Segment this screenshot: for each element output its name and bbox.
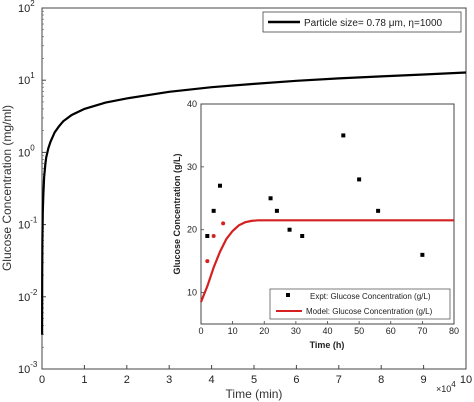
inset-x-ticks: 0 10 20 30 40 50 60 70 80 (198, 321, 459, 336)
main-y-tick-label: 10-1 (18, 216, 38, 232)
x-multiplier-base: ×10 (436, 384, 451, 394)
main-y-tick-exponent: 1 (30, 71, 35, 80)
inset-x-tick-label: 50 (354, 326, 364, 336)
main-y-tick-label: 10-3 (18, 360, 38, 376)
inset-y-ticks: 10 20 30 40 (187, 99, 204, 298)
main-y-tick-exponent: -3 (30, 360, 38, 369)
main-x-tick-label: 9 (421, 374, 427, 386)
main-x-tick-label: 7 (336, 374, 342, 386)
main-series-line (41, 71, 467, 335)
inset-expt-point (287, 227, 292, 232)
main-series (41, 71, 467, 335)
main-y-tick-exponent: -1 (30, 216, 38, 225)
main-x-axis-label: Time (min) (226, 387, 283, 401)
main-y-tick-label: 10-2 (18, 288, 38, 304)
inset-expt-point (274, 208, 279, 213)
main-y-tick-base: 10 (18, 364, 30, 376)
main-x-tick-label: 4 (209, 374, 215, 386)
main-y-tick-base: 10 (18, 147, 30, 159)
x-multiplier: ×104 (436, 380, 456, 394)
inset-series (199, 133, 454, 303)
main-x-tick-label: 0 (39, 374, 45, 386)
main-x-ticks: 0 1 2 3 4 5 6 7 8 9 10 (39, 365, 472, 386)
inset-y-tick-label: 40 (187, 99, 197, 109)
main-y-tick-base: 10 (18, 220, 30, 232)
inset-expt-point (211, 208, 216, 213)
main-y-axis-label: Glucose Concentration (mg/ml) (0, 105, 14, 271)
inset-red-point (221, 221, 226, 226)
inset-x-tick-label: 80 (449, 326, 459, 336)
inset-red-point (205, 259, 210, 264)
main-y-tick-label: 102 (18, 0, 35, 15)
inset-x-tick-label: 20 (259, 326, 269, 336)
inset-x-tick-label: 0 (198, 326, 203, 336)
inset-legend-model-label: Model: Glucose Concentration (g/L) (306, 307, 433, 316)
main-x-tick-label: 2 (124, 374, 130, 386)
inset-expt-point (341, 133, 346, 138)
main-y-tick-base: 10 (18, 292, 30, 304)
inset-plot-area (200, 103, 455, 325)
main-y-tick-base: 10 (18, 3, 30, 15)
inset-legend-expt-label: Expt: Glucose Concentration (g/L) (310, 292, 431, 301)
main-x-tick-label: 3 (166, 374, 172, 386)
inset-expt-point (420, 252, 425, 257)
inset-legend-expt-marker (286, 293, 290, 297)
x-multiplier-exponent: 4 (451, 380, 456, 389)
main-x-tick-label: 5 (251, 374, 257, 386)
inset-y-axis-label: Glucose Concentration (g/L) (172, 153, 182, 274)
inset-model-line (199, 219, 454, 303)
inset-x-tick-label: 60 (386, 326, 396, 336)
inset-red-point (211, 234, 216, 238)
inset-legend-box (269, 288, 451, 320)
inset-chart: 0 10 20 30 40 50 60 70 80 10 20 30 40 Time (h) Gluc… (172, 99, 459, 350)
inset-expt-point (357, 177, 362, 182)
inset-y-tick-label: 30 (187, 162, 197, 172)
main-y-tick-exponent: 2 (30, 0, 35, 8)
inset-x-tick-label: 70 (417, 326, 427, 336)
main-y-tick-label: 100 (18, 143, 35, 159)
inset-x-tick-label: 30 (291, 326, 301, 336)
main-x-tick-label: 6 (293, 374, 299, 386)
main-y-tick-label: 101 (18, 71, 35, 87)
main-x-tick-label: 1 (81, 374, 87, 386)
main-y-tick-base: 10 (18, 75, 30, 87)
main-legend-box (262, 11, 462, 33)
main-x-tick-label: 10 (460, 374, 472, 386)
inset-expt-point (376, 208, 381, 213)
inset-expt-point (300, 234, 305, 238)
main-legend: Particle size= 0.78 μm, η=1000 (262, 11, 462, 33)
inset-expt-point (268, 196, 273, 201)
main-y-tick-exponent: -2 (30, 288, 38, 297)
inset-y-tick-label: 20 (187, 225, 197, 235)
inset-x-tick-label: 10 (228, 326, 238, 336)
main-legend-label: Particle size= 0.78 μm, η=1000 (304, 18, 443, 29)
inset-expt-point (217, 183, 222, 188)
inset-x-axis-label: Time (h) (310, 340, 345, 350)
inset-legend: Expt: Glucose Concentration (g/L) Model:… (269, 288, 451, 320)
main-x-tick-label: 8 (378, 374, 384, 386)
inset-x-tick-label: 40 (322, 326, 332, 336)
inset-y-tick-label: 10 (187, 288, 197, 298)
main-y-tick-exponent: 0 (30, 143, 35, 152)
inset-expt-point (205, 234, 210, 238)
